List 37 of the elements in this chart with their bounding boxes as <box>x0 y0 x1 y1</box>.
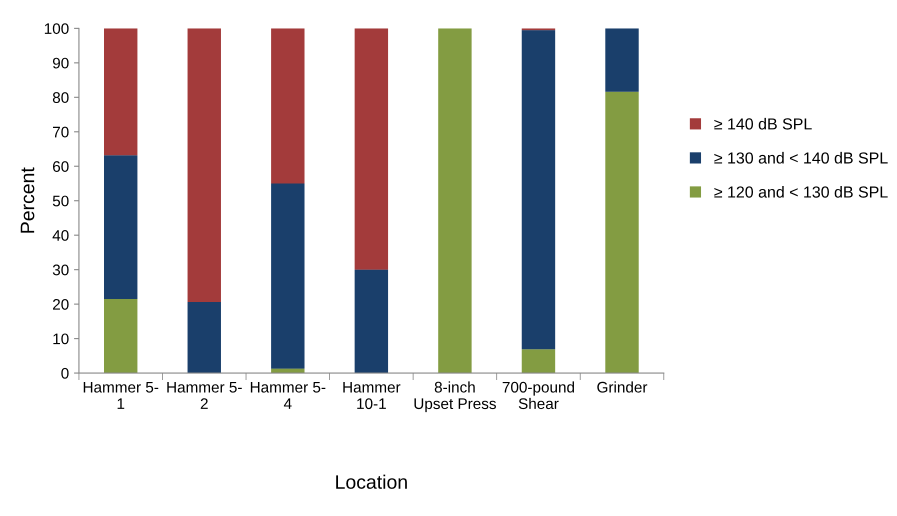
x-tick-label: Hammer 5- 1 <box>84 382 158 409</box>
y-tick-label: 70 <box>53 126 69 138</box>
y-tick-label: 50 <box>52 196 69 206</box>
y-tick-label: 20 <box>52 299 69 310</box>
y-tick-label: 90 <box>52 58 69 69</box>
bar <box>188 28 221 302</box>
bar <box>104 298 138 374</box>
y-tick-label: 40 <box>52 230 69 241</box>
legend-label: ≥ 120 and < 130 dB SPL <box>714 186 888 198</box>
x-axis-title: Location <box>336 474 407 489</box>
y-tick-label: 80 <box>52 92 69 104</box>
bar <box>104 28 138 156</box>
bar <box>188 302 221 374</box>
x-tick-label: 8-inch Upset Press <box>414 381 496 412</box>
y-axis-title: Percent <box>20 167 34 233</box>
y-tick-label: 10 <box>53 333 69 344</box>
y-tick-label: 30 <box>52 264 69 276</box>
bar <box>605 28 639 92</box>
bar <box>438 28 472 374</box>
bar <box>271 183 305 369</box>
x-tick-label: Hammer 5- 2 <box>167 382 242 409</box>
bar <box>522 349 556 374</box>
y-tick-label: 60 <box>53 161 69 172</box>
x-tick-label: Grinder <box>597 381 648 393</box>
legend-label: ≥ 140 dB SPL <box>714 118 812 130</box>
bar <box>271 28 305 184</box>
bar <box>522 30 556 350</box>
bar <box>605 92 639 374</box>
bar <box>104 155 138 299</box>
x-tick-label: 700-pound Shear <box>502 381 574 410</box>
x-tick-label: Hammer 10-1 <box>343 382 400 410</box>
y-tick-label: 0 <box>61 368 69 379</box>
x-tick-label: Hammer 5- 4 <box>250 382 326 409</box>
y-tick-label: 100 <box>44 23 69 34</box>
bar <box>354 270 388 374</box>
bar <box>354 28 388 270</box>
legend-label: ≥ 130 and < 140 dB SPL <box>714 152 888 164</box>
